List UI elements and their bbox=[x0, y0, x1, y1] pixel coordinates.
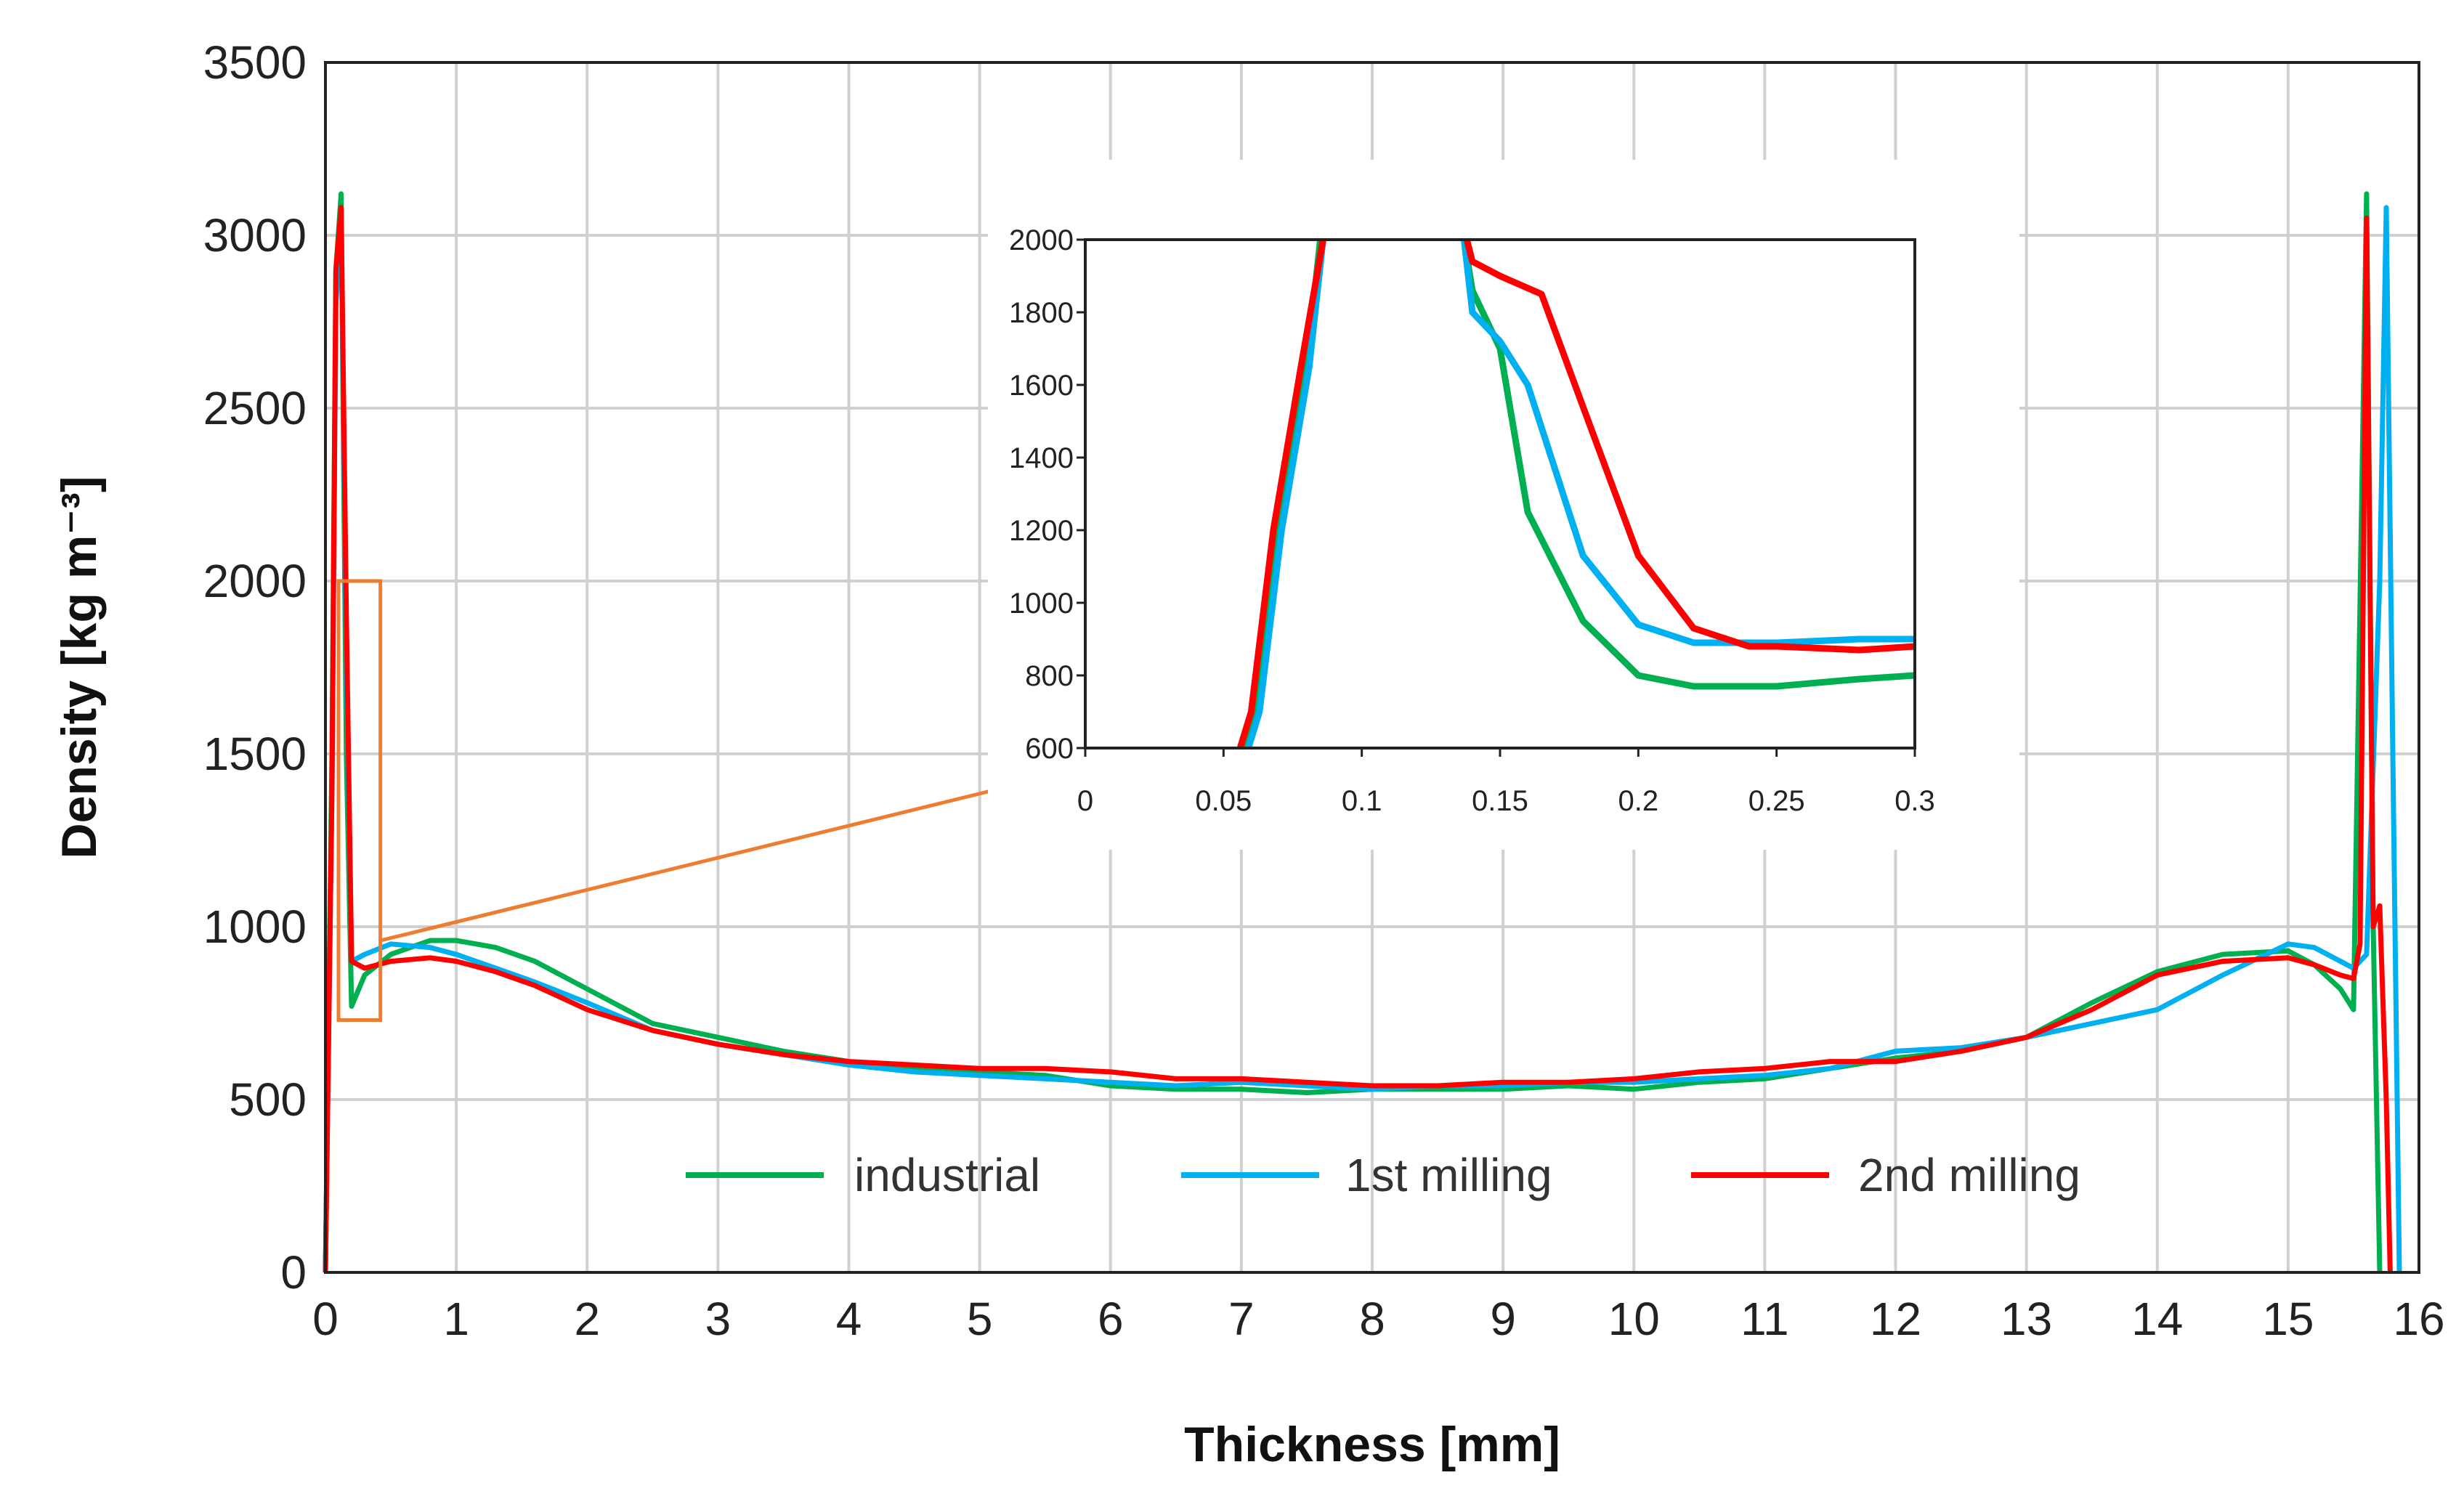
inset-line-fall-industrial bbox=[1461, 240, 1915, 690]
legend-label-2nd-milling: 2nd milling bbox=[1858, 1149, 2080, 1201]
x-tick-label: 15 bbox=[2262, 1293, 2314, 1345]
x-tick-label: 9 bbox=[1490, 1293, 1516, 1345]
x-tick-label: 13 bbox=[2001, 1293, 2052, 1345]
x-tick-label: 12 bbox=[1870, 1293, 1921, 1345]
inset-x-tick-label: 0.2 bbox=[1618, 785, 1659, 817]
highlight-connector bbox=[380, 772, 1060, 943]
series-line-1st-milling bbox=[323, 205, 2402, 1273]
main-plot-frame bbox=[324, 61, 2420, 1274]
y-tick-label: 2000 bbox=[203, 555, 307, 607]
inset-x-tick-label: 0.25 bbox=[1748, 785, 1805, 817]
y-tick-label: 1500 bbox=[203, 728, 307, 780]
x-tick-label: 0 bbox=[312, 1293, 339, 1345]
x-tick-label: 1 bbox=[443, 1293, 469, 1345]
x-tick-label: 14 bbox=[2131, 1293, 2183, 1345]
inset-background bbox=[988, 160, 2019, 850]
inset-y-tick-label: 1800 bbox=[1009, 297, 1074, 329]
inset-series-lines bbox=[1236, 240, 1915, 748]
inset-y-tick-label: 1400 bbox=[1009, 442, 1074, 474]
y-tick-label: 3000 bbox=[203, 209, 307, 261]
inset-y-tick-label: 1600 bbox=[1009, 370, 1074, 402]
legend-label-industrial: industrial bbox=[854, 1149, 1040, 1201]
x-tick-label: 8 bbox=[1359, 1293, 1385, 1345]
inset-y-tick-label: 800 bbox=[1025, 660, 1074, 692]
series-line-industrial bbox=[323, 191, 2383, 1273]
inset-line-rise-2nd-milling bbox=[1236, 240, 1326, 748]
main-tick-labels: 0 1 2 3 4 5 6 7 8 9 10 11 12 13 14 15 160500100015002000… bbox=[203, 36, 2445, 1345]
series-line-2nd-milling bbox=[323, 205, 2393, 1273]
highlight-box bbox=[336, 579, 383, 1023]
inset-y-tick-label: 600 bbox=[1025, 733, 1074, 765]
x-tick-label: 5 bbox=[967, 1293, 993, 1345]
x-axis-title: Thickness [mm] bbox=[1184, 1417, 1560, 1472]
inset-y-tick-label: 2000 bbox=[1009, 224, 1074, 256]
inset-y-tick-label: 1200 bbox=[1009, 515, 1074, 547]
inset-x-tick-label: 0.1 bbox=[1342, 785, 1382, 817]
x-tick-label: 4 bbox=[836, 1293, 862, 1345]
inset-line-fall-2nd-milling bbox=[1463, 240, 1915, 654]
x-tick-label: 2 bbox=[574, 1293, 600, 1345]
y-tick-label: 500 bbox=[229, 1073, 307, 1126]
legend: industrial 1st milling 2nd milling bbox=[686, 1149, 2080, 1201]
x-tick-label: 16 bbox=[2393, 1293, 2444, 1345]
x-tick-label: 7 bbox=[1228, 1293, 1255, 1345]
y-tick-label: 0 bbox=[280, 1246, 307, 1299]
inset-line-fall-1st-milling bbox=[1461, 240, 1915, 646]
main-series-lines bbox=[323, 191, 2402, 1273]
x-tick-label: 10 bbox=[1608, 1293, 1660, 1345]
inset-x-tick-label: 0.3 bbox=[1894, 785, 1935, 817]
x-tick-label: 3 bbox=[705, 1293, 732, 1345]
y-axis-title: Density [kg m⁻³] bbox=[52, 476, 107, 858]
inset-chart: 0 0.05 0.1 0.15 0.2 0.25 0.3 600 800 1000 1200 1400… bbox=[988, 160, 2019, 850]
zoom-highlight bbox=[336, 579, 1060, 1023]
y-tick-label: 1000 bbox=[203, 901, 307, 953]
inset-x-tick-label: 0 bbox=[1077, 785, 1093, 817]
legend-label-1st-milling: 1st milling bbox=[1345, 1149, 1552, 1201]
y-tick-label: 2500 bbox=[203, 382, 307, 434]
inset-y-tick-label: 1000 bbox=[1009, 588, 1074, 619]
x-tick-label: 6 bbox=[1098, 1293, 1124, 1345]
inset-line-rise-1st-milling bbox=[1245, 240, 1326, 748]
inset-x-tick-label: 0.05 bbox=[1195, 785, 1252, 817]
y-tick-label: 3500 bbox=[203, 36, 307, 89]
x-tick-label: 11 bbox=[1740, 1293, 1788, 1345]
inset-x-tick-label: 0.15 bbox=[1472, 785, 1528, 817]
